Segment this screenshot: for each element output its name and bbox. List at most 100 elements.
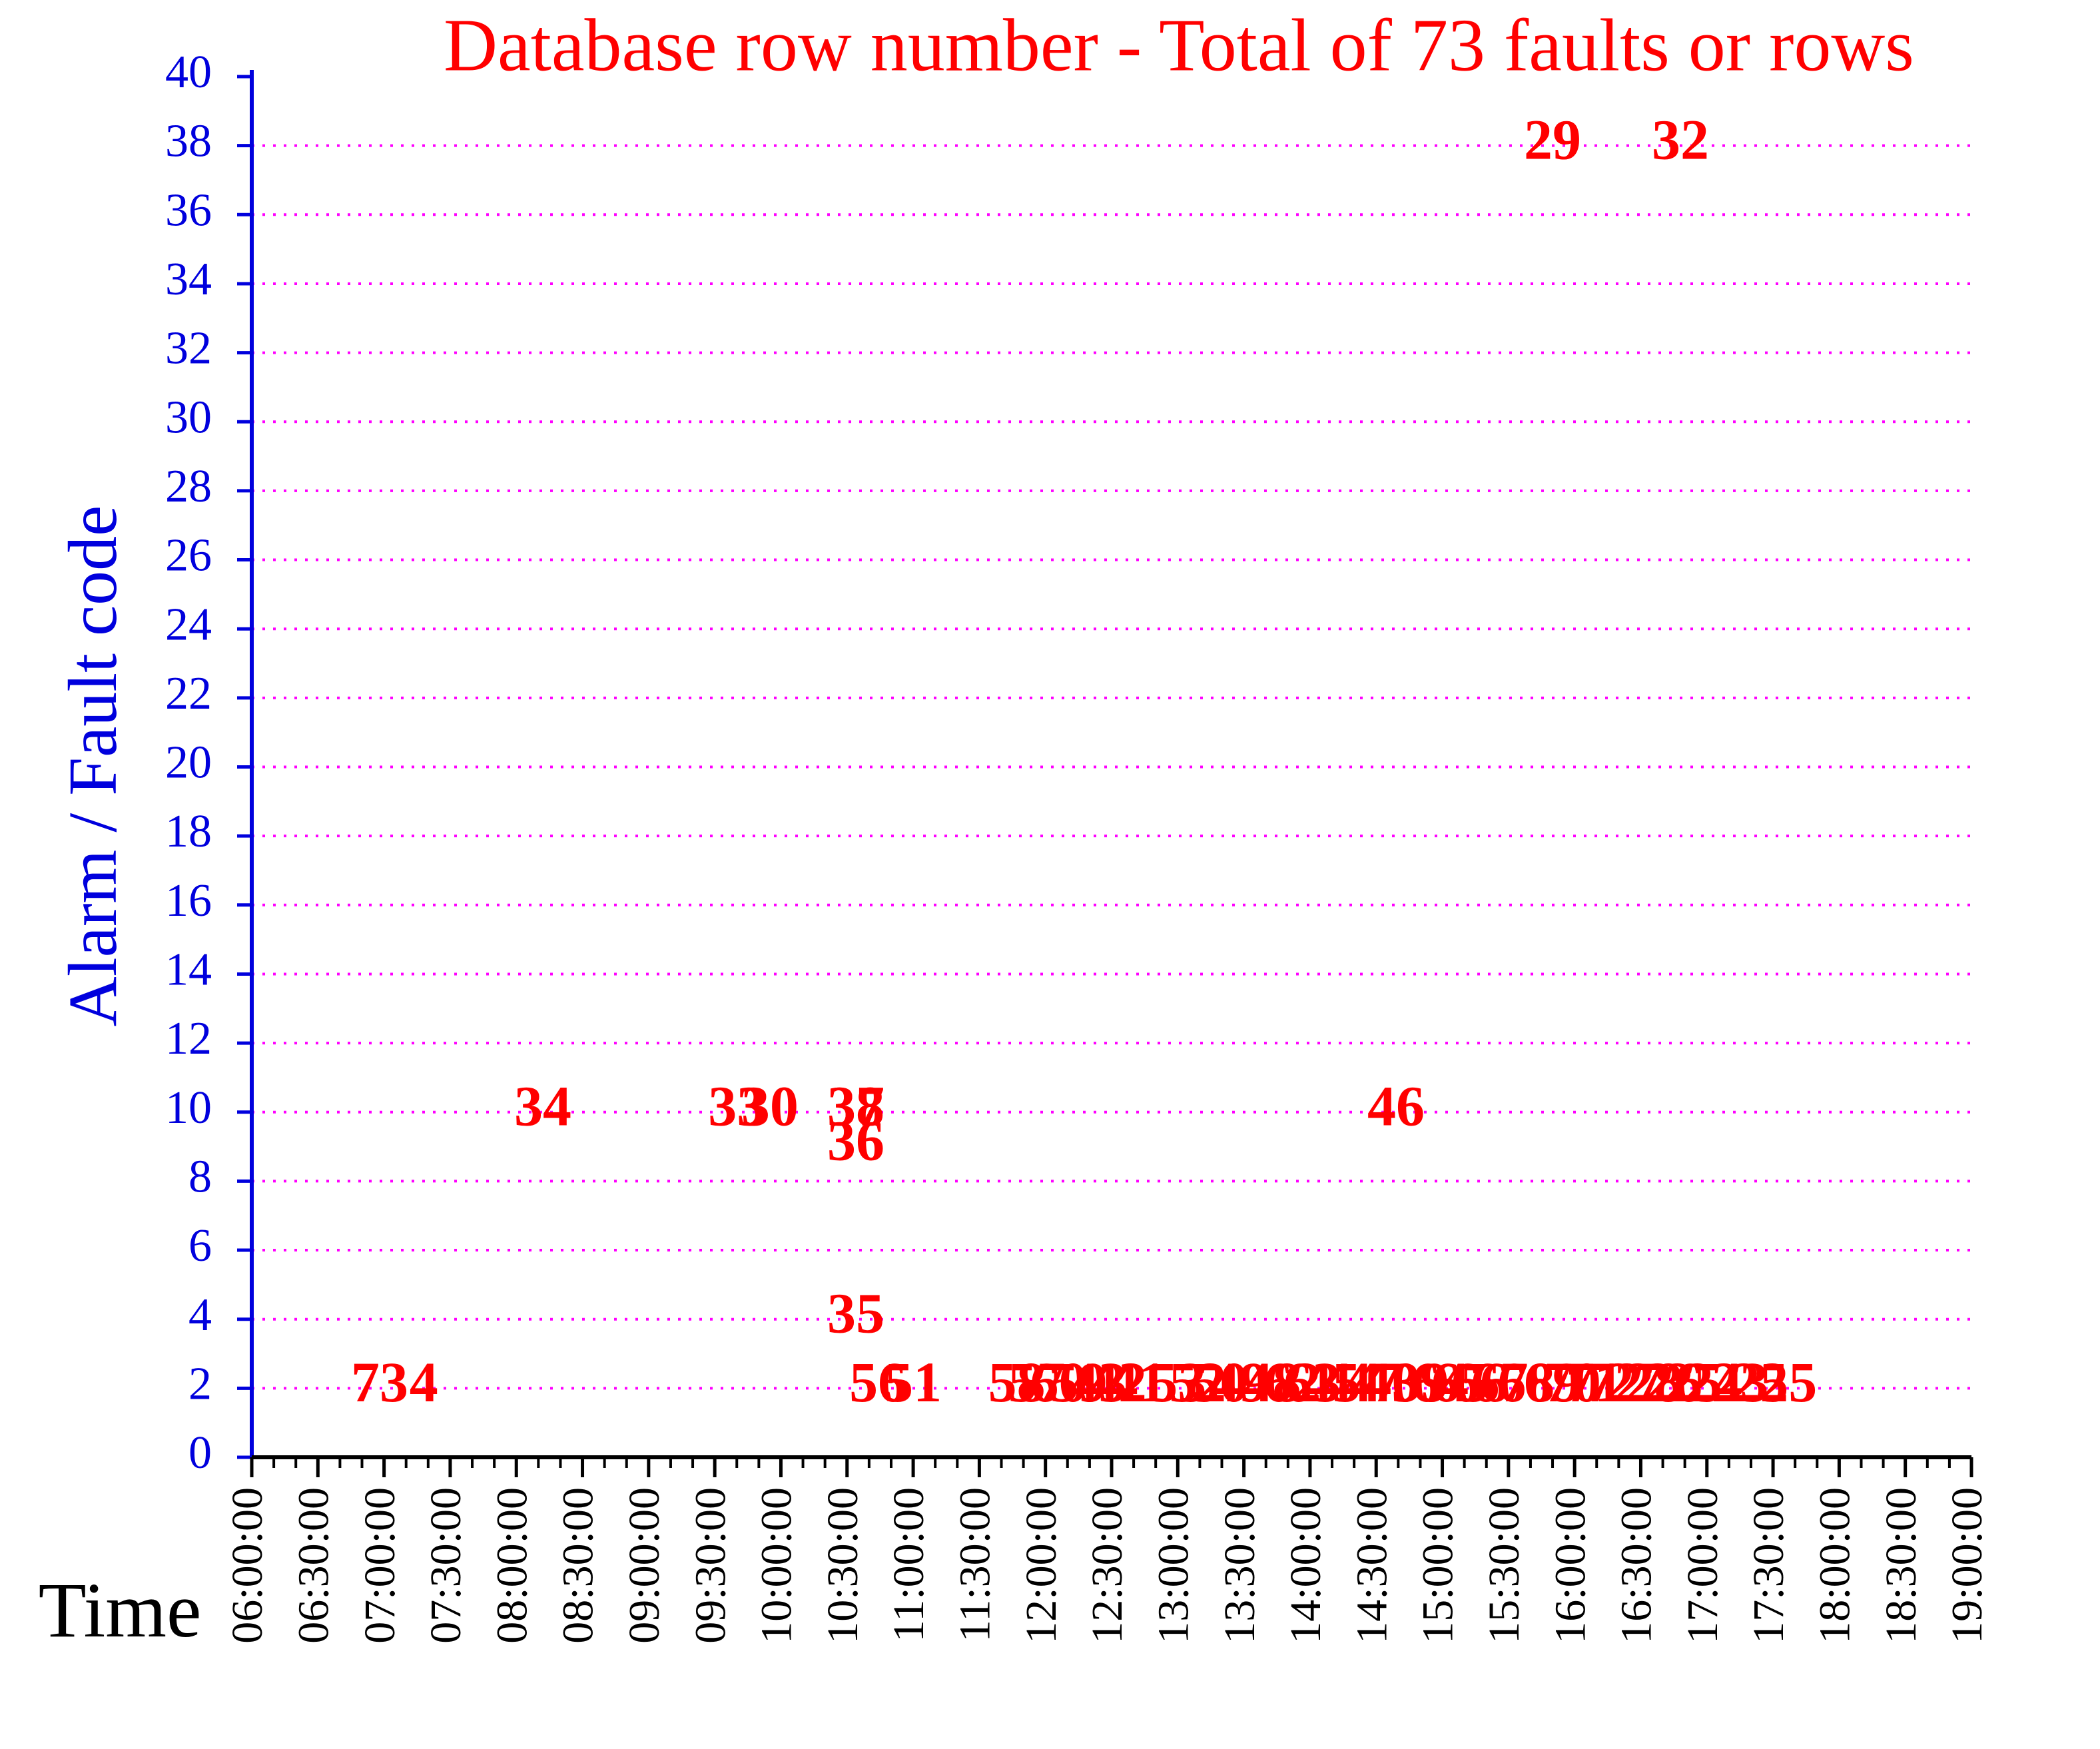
row-label: 39	[1391, 1350, 1449, 1414]
row-label: 71	[1566, 1350, 1623, 1414]
x-axis-label: Time	[39, 1567, 202, 1654]
row-label: 24	[1685, 1350, 1742, 1414]
row-label: 62	[1263, 1350, 1321, 1414]
row-label: 40	[1363, 1350, 1420, 1414]
row-label: 26	[1645, 1350, 1702, 1414]
y-tick-label: 26	[165, 530, 212, 581]
row-label: 58	[988, 1350, 1046, 1414]
row-label: 27	[1606, 1350, 1663, 1414]
y-tick-label: 38	[165, 116, 212, 167]
row-label: 33	[708, 1074, 765, 1138]
y-tick-label: 34	[165, 254, 212, 305]
y-tick-label: 36	[165, 184, 212, 236]
row-label: 38	[827, 1074, 884, 1138]
row-label: 25	[1665, 1350, 1722, 1414]
y-axis-label: Alarm / Fault code	[55, 506, 131, 1027]
x-tick-label: 14:30:00	[1347, 1487, 1396, 1644]
row-label: 41	[1110, 1350, 1167, 1414]
x-tick-label: 06:30:00	[289, 1487, 338, 1644]
row-label: 68	[1497, 1350, 1555, 1414]
x-tick-label: 10:30:00	[819, 1487, 867, 1644]
x-tick-label: 08:30:00	[554, 1487, 603, 1644]
x-tick-label: 16:30:00	[1612, 1487, 1661, 1644]
row-label: 49	[1211, 1350, 1268, 1414]
x-tick-label: 17:00:00	[1678, 1487, 1727, 1644]
row-label: 28	[1625, 1350, 1682, 1414]
y-tick-label: 14	[165, 944, 212, 996]
y-tick-label: 22	[165, 668, 212, 719]
row-label: 42	[1090, 1350, 1147, 1414]
row-label: 47	[1343, 1350, 1401, 1414]
row-label: 70	[1544, 1350, 1601, 1414]
row-label: 72	[1586, 1350, 1643, 1414]
x-tick-label: 06:00:00	[223, 1487, 272, 1644]
x-tick-label: 07:00:00	[356, 1487, 404, 1644]
row-label: 51	[884, 1350, 942, 1414]
y-tick-label: 6	[188, 1220, 212, 1271]
row-label: 30	[741, 1074, 799, 1138]
row-label: 52	[1169, 1350, 1226, 1414]
row-label: 55	[1760, 1350, 1817, 1414]
row-label: 43	[1070, 1350, 1127, 1414]
x-tick-label: 12:00:00	[1017, 1487, 1066, 1644]
x-tick-label: 16:00:00	[1546, 1487, 1594, 1644]
chart-title: Database row number - Total of 73 faults…	[444, 5, 1914, 87]
x-tick-label: 15:30:00	[1480, 1487, 1529, 1644]
row-label: 22	[1731, 1350, 1788, 1414]
row-label: 29	[1524, 107, 1581, 171]
row-label: 34	[514, 1074, 571, 1138]
y-tick-label: 30	[165, 392, 212, 443]
row-label: 23	[1711, 1350, 1768, 1414]
row-label: 50	[1191, 1350, 1248, 1414]
y-tick-label: 28	[165, 461, 212, 512]
x-tick-label: 18:00:00	[1811, 1487, 1860, 1644]
x-tick-label: 07:30:00	[422, 1487, 470, 1644]
x-tick-label: 19:00:00	[1943, 1487, 1991, 1644]
y-tick-label: 10	[165, 1082, 212, 1134]
x-tick-label: 10:00:00	[753, 1487, 801, 1644]
y-tick-label: 24	[165, 599, 212, 650]
y-tick-label: 0	[188, 1427, 212, 1479]
row-label: 59	[1050, 1350, 1107, 1414]
row-label: 63	[1283, 1350, 1341, 1414]
row-label: 4	[410, 1350, 438, 1414]
row-label: 53	[1149, 1350, 1206, 1414]
row-label: 45	[1303, 1350, 1361, 1414]
row-label: 66	[1451, 1350, 1509, 1414]
row-label: 69	[1524, 1350, 1581, 1414]
row-label: 73	[351, 1350, 408, 1414]
x-tick-label: 11:00:00	[884, 1487, 933, 1642]
y-tick-label: 12	[165, 1013, 212, 1064]
y-tick-label: 2	[188, 1358, 212, 1409]
y-tick-label: 4	[188, 1289, 212, 1341]
x-tick-label: 18:30:00	[1877, 1487, 1925, 1644]
row-label: 46	[1367, 1074, 1425, 1138]
row-label: 44	[1323, 1350, 1381, 1414]
x-tick-label: 17:30:00	[1744, 1487, 1793, 1644]
x-tick-label: 14:00:00	[1281, 1487, 1330, 1644]
row-label: 57	[1008, 1350, 1065, 1414]
row-label: 35	[827, 1281, 884, 1345]
row-label: 64	[1411, 1350, 1469, 1414]
row-label: 56	[849, 1350, 906, 1414]
y-tick-label: 32	[165, 323, 212, 374]
row-label: 65	[1431, 1350, 1489, 1414]
row-label: 67	[1471, 1350, 1529, 1414]
y-tick-label: 16	[165, 875, 212, 926]
x-tick-label: 11:30:00	[951, 1487, 1000, 1642]
row-label: 48	[1244, 1350, 1301, 1414]
row-label: 37	[827, 1074, 884, 1138]
y-tick-label: 8	[188, 1151, 212, 1202]
row-label: 60	[1030, 1350, 1088, 1414]
y-tick-label: 18	[165, 806, 212, 857]
x-tick-label: 13:00:00	[1149, 1487, 1198, 1644]
x-tick-label: 12:30:00	[1083, 1487, 1132, 1644]
y-tick-label: 20	[165, 737, 212, 789]
x-tick-label: 08:00:00	[488, 1487, 536, 1644]
x-tick-label: 15:00:00	[1414, 1487, 1463, 1644]
x-tick-label: 09:00:00	[620, 1487, 669, 1644]
x-tick-label: 09:30:00	[686, 1487, 735, 1644]
x-tick-label: 13:30:00	[1216, 1487, 1264, 1644]
row-label: 36	[827, 1108, 884, 1172]
